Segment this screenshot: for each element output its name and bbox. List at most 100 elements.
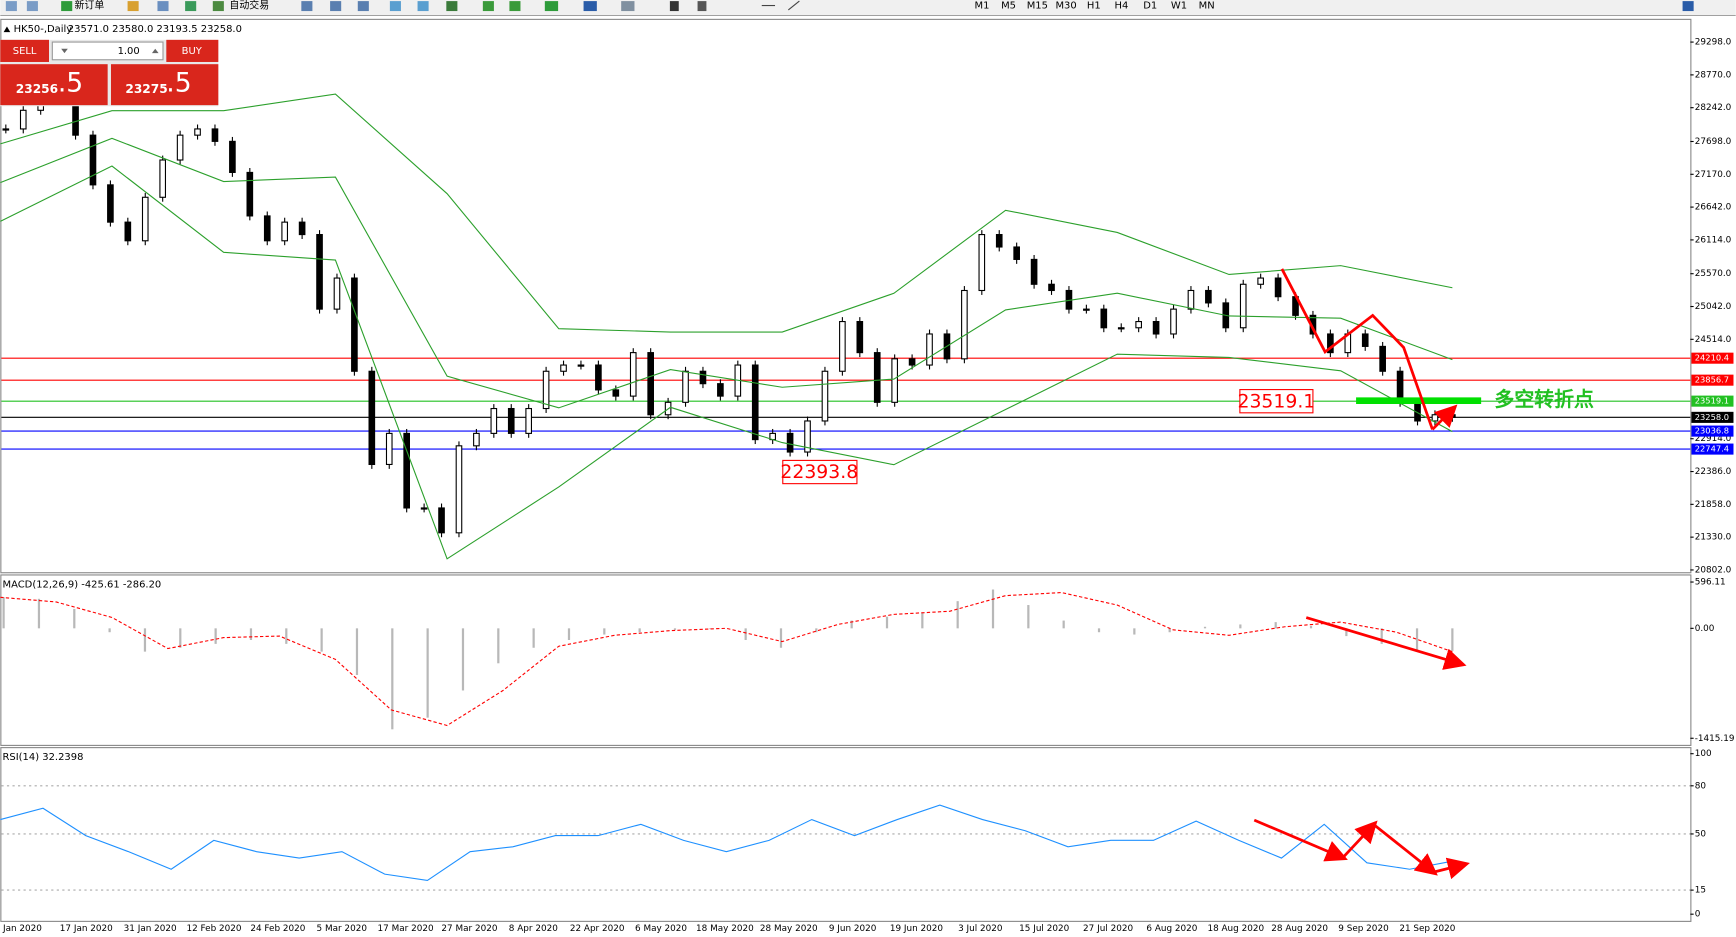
macd-bar: [638, 628, 641, 633]
candle-body: [873, 352, 881, 403]
level-label: 23856.7: [1695, 375, 1729, 385]
bid-main: 23256: [16, 82, 58, 96]
macd-bar: [73, 608, 76, 629]
candle-body: [403, 432, 411, 509]
timeframe-button[interactable]: W1: [1171, 1, 1187, 12]
x-tick-label: 18 May 2020: [696, 924, 754, 933]
rsi-arrow: [1341, 820, 1378, 859]
macd-title: MACD(12,26,9) -425.61 -286.20: [3, 579, 162, 590]
macd-bar: [1062, 620, 1065, 629]
y-tick-label: 25042.0: [1695, 302, 1732, 312]
volume-input[interactable]: [51, 41, 164, 61]
macd-panel: [0, 574, 1692, 746]
macd-bar: [426, 628, 429, 718]
annotation-box: [782, 459, 858, 485]
x-tick-label: 22 Apr 2020: [570, 924, 625, 933]
timeframe-button[interactable]: M1: [975, 1, 990, 12]
y-tick-label: 596.11: [1695, 578, 1726, 588]
annotation-text: 23519.1: [1238, 391, 1316, 412]
candle-body: [438, 507, 445, 534]
y-tick-label: 26642.0: [1695, 203, 1732, 213]
macd-bar: [1451, 628, 1454, 651]
level-tag: [1691, 395, 1734, 407]
macd-bar: [37, 598, 41, 629]
y-tick-label: 80: [1695, 781, 1707, 791]
new-order-button[interactable]: 新订单: [74, 0, 104, 12]
candle-body: [682, 370, 689, 403]
level-label: 23258.0: [1695, 412, 1729, 422]
timeframe-button[interactable]: H1: [1087, 1, 1101, 12]
auto-trading-button[interactable]: 自动交易: [229, 0, 269, 12]
macd-bar: [249, 628, 253, 640]
macd-bar: [461, 628, 465, 691]
macd-bar: [108, 628, 111, 633]
x-tick-label: 5 Mar 2020: [317, 924, 368, 933]
candle-body: [856, 320, 864, 354]
candle-body: [1361, 333, 1369, 347]
timeframe-button[interactable]: H4: [1115, 1, 1129, 12]
timeframe-button[interactable]: M15: [1027, 1, 1048, 12]
candle-body: [612, 389, 620, 397]
timeframe-button[interactable]: M30: [1055, 1, 1076, 12]
macd-bar: [885, 616, 889, 629]
ask-pips: .5: [166, 68, 191, 99]
y-tick-label: 20802.0: [1695, 565, 1732, 575]
timeframe-button[interactable]: MN: [1199, 1, 1215, 12]
candle-body: [229, 140, 236, 173]
buy-button[interactable]: [166, 39, 219, 62]
macd-bar: [532, 628, 535, 648]
candle-body: [1431, 414, 1439, 422]
candle-body: [1013, 246, 1020, 260]
candle-body: [490, 407, 498, 434]
macd-bar: [214, 628, 217, 644]
level-label: 22747.4: [1695, 444, 1729, 454]
candle-body: [2, 128, 10, 131]
series-line: [0, 93, 1453, 333]
volume-value: 1.00: [118, 46, 140, 57]
candle-body: [1327, 333, 1334, 354]
rsi-arrow: [1433, 857, 1470, 880]
candle-body: [821, 370, 829, 422]
candle-body: [194, 128, 201, 136]
candle-body: [246, 171, 254, 217]
macd-bar: [991, 589, 995, 629]
ohlc-text: 23571.0 23580.0 23193.5 23258.0: [68, 24, 242, 35]
candle-body: [908, 358, 916, 366]
trade-panel: SELL 1.00 BUY 23256 .5 23275 .5: [0, 39, 219, 107]
sell-label: SELL: [13, 46, 37, 57]
y-tick-label: 21858.0: [1695, 500, 1732, 510]
x-tick-label: Jan 2020: [2, 924, 42, 933]
macd-bar: [1203, 626, 1207, 629]
candle-body: [542, 370, 550, 410]
candle-body: [298, 221, 306, 236]
y-tick-label: 15: [1695, 886, 1706, 896]
candle-body: [507, 407, 515, 434]
timeframe-button[interactable]: D1: [1143, 1, 1157, 12]
sell-button[interactable]: [0, 39, 49, 62]
y-tick-label: 27698.0: [1695, 137, 1732, 147]
bid-box[interactable]: [0, 64, 108, 106]
macd-bar: [2, 597, 5, 629]
timeframe-button[interactable]: M5: [1001, 1, 1016, 12]
buy-label: BUY: [182, 46, 203, 57]
candle-body: [333, 277, 341, 310]
level-tag: [1691, 425, 1734, 437]
candle-body: [1100, 308, 1108, 329]
y-tick-label: 24514.0: [1695, 335, 1732, 345]
y-tick-label: 27170.0: [1695, 170, 1732, 180]
x-tick-label: 3 Jul 2020: [958, 924, 1003, 933]
y-tick-label: 0: [1695, 910, 1701, 920]
ask-main: 23275: [125, 82, 167, 96]
candle-body: [124, 221, 132, 242]
macd-bar: [1345, 628, 1348, 637]
price-panel: [0, 18, 1692, 574]
level-tag: [1691, 352, 1734, 364]
ask-box[interactable]: [110, 64, 219, 106]
candle-body: [699, 370, 707, 385]
toolbar-icons: [5, 0, 1694, 12]
macd-bar: [1027, 605, 1030, 629]
candle-body: [473, 432, 480, 447]
macd-bar: [567, 628, 571, 640]
